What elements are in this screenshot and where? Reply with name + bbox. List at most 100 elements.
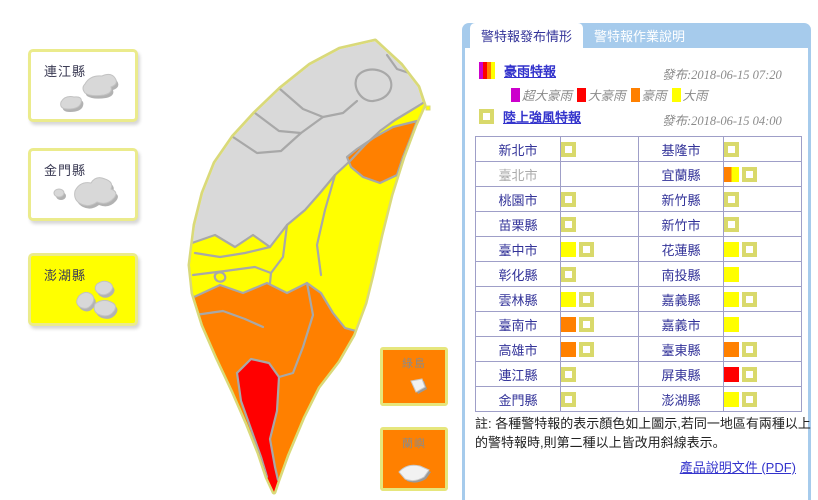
outlying-box-label: 蘭嶼 <box>402 438 426 450</box>
table-row: 臺中市 花蓮縣 <box>475 236 802 262</box>
county-warning-swatches <box>560 361 639 387</box>
wind-warning-swatch <box>561 392 576 408</box>
county-warning-swatches <box>723 286 802 312</box>
table-row: 高雄市 臺東縣 <box>475 336 802 362</box>
county-warning-swatches <box>560 161 639 187</box>
county-name[interactable]: 臺東縣 <box>638 336 724 362</box>
rain-warning-swatch <box>724 317 739 333</box>
rain-warning-icon <box>479 62 495 79</box>
county-warning-swatches <box>723 211 802 237</box>
county-name[interactable]: 雲林縣 <box>475 286 561 312</box>
warning-status-panel: 豪雨特報 發布:2018-06-15 07:20 超大豪雨 大豪雨 豪雨 大雨 陸上強… <box>462 48 811 500</box>
county-warning-swatches <box>723 186 802 212</box>
rain-warning-swatch <box>561 317 576 333</box>
wind-warning-swatch <box>561 192 576 208</box>
rain-warning-swatch <box>561 342 576 358</box>
county-warning-swatches <box>723 311 802 337</box>
offshore-box-label: 澎湖縣 <box>44 268 87 283</box>
county-name[interactable]: 臺中市 <box>475 236 561 262</box>
wind-warning-swatch <box>579 242 594 258</box>
county-name[interactable]: 宜蘭縣 <box>638 161 724 187</box>
wind-warning-icon <box>479 109 494 124</box>
rain-level-label: 豪雨 <box>641 89 667 103</box>
county-name[interactable]: 澎湖縣 <box>638 386 724 412</box>
county-name[interactable]: 嘉義縣 <box>638 286 724 312</box>
table-row: 臺南市 嘉義市 <box>475 311 802 337</box>
county-name[interactable]: 新竹市 <box>638 211 724 237</box>
wind-warning-swatch <box>724 192 739 208</box>
wind-warning-swatch <box>561 267 576 283</box>
offshore-box-label: 連江縣 <box>44 64 87 79</box>
county-name[interactable]: 彰化縣 <box>475 261 561 287</box>
county-warning-swatches <box>560 386 639 412</box>
rain-level-swatch <box>577 87 587 102</box>
county-name[interactable]: 新竹縣 <box>638 186 724 212</box>
tab-warning-status[interactable]: 警特報發布情形 <box>470 23 584 48</box>
county-warning-swatches <box>723 386 802 412</box>
county-name[interactable]: 金門縣 <box>475 386 561 412</box>
rain-level-swatch <box>671 87 681 102</box>
rain-level-swatch <box>511 87 520 102</box>
table-row: 雲林縣 嘉義縣 <box>475 286 802 312</box>
wind-warning-swatch <box>579 292 594 308</box>
rain-warning-swatch <box>724 367 739 383</box>
county-name[interactable]: 花蓮縣 <box>638 236 724 262</box>
county-warning-swatches <box>723 236 802 262</box>
green-island-shape <box>410 378 427 394</box>
rain-level-swatch <box>630 87 640 102</box>
table-row: 連江縣 屏東縣 <box>475 361 802 387</box>
county-borders <box>190 53 424 482</box>
county-name[interactable]: 臺南市 <box>475 311 561 337</box>
county-name[interactable]: 桃園市 <box>475 186 561 212</box>
county-warning-swatches <box>560 286 639 312</box>
county-name[interactable]: 基隆市 <box>638 136 724 162</box>
matsu-islands-shape <box>60 73 119 112</box>
wind-warning-swatch <box>724 142 739 158</box>
table-row: 臺北市 宜蘭縣 <box>475 161 802 187</box>
wind-warning-swatch <box>561 217 576 233</box>
wind-warning-swatch <box>742 242 757 258</box>
offshore-box-jinmen: 金門縣 <box>28 148 138 221</box>
county-name[interactable]: 屏東縣 <box>638 361 724 387</box>
rain-warning-swatch <box>724 292 739 308</box>
wind-warning-swatch <box>561 142 576 158</box>
county-name[interactable]: 高雄市 <box>475 336 561 362</box>
rain-level-label: 大豪雨 <box>588 89 626 103</box>
orchid-island-shape <box>398 464 431 483</box>
offshore-box-label: 金門縣 <box>44 163 87 178</box>
rain-level-label: 超大豪雨 <box>522 89 573 103</box>
county-warning-swatches <box>723 136 802 162</box>
county-name[interactable]: 南投縣 <box>638 261 724 287</box>
county-name[interactable]: 新北市 <box>475 136 561 162</box>
county-name[interactable]: 嘉義市 <box>638 311 724 337</box>
outlying-box-lvdao: 綠島 <box>380 347 448 406</box>
wind-warning-row: 陸上強風特報 <box>479 107 581 126</box>
county-name[interactable]: 苗栗縣 <box>475 211 561 237</box>
rain-warning-swatch <box>724 342 739 358</box>
wind-warning-swatch <box>561 367 576 383</box>
wind-warning-swatch <box>579 342 594 358</box>
rain-warning-issued-time: 發布:2018-06-15 07:20 <box>662 68 782 82</box>
wind-warning-swatch <box>579 317 594 333</box>
table-row: 苗栗縣 新竹市 <box>475 211 802 237</box>
panel-tab-strip: 警特報發布情形 警特報作業說明 <box>462 23 811 48</box>
rain-warning-row: 豪雨特報 <box>479 61 556 80</box>
offshore-box-lianjiang: 連江縣 <box>28 49 138 122</box>
kinmen-islands-shape <box>53 177 118 209</box>
wind-warning-issued-time: 發布:2018-06-15 04:00 <box>662 114 782 128</box>
rain-warning-link[interactable]: 豪雨特報 <box>504 64 557 79</box>
product-doc-pdf-link[interactable]: 產品說明文件 (PDF) <box>679 460 796 475</box>
wind-warning-swatch <box>742 342 757 358</box>
region-north-gray[interactable] <box>192 41 423 247</box>
wind-warning-swatch <box>742 292 757 308</box>
county-warning-swatches <box>560 261 639 287</box>
tab-warning-instructions[interactable]: 警特報作業說明 <box>594 29 686 44</box>
county-warning-swatches <box>560 311 639 337</box>
county-name[interactable]: 連江縣 <box>475 361 561 387</box>
wind-warning-swatch <box>724 217 739 233</box>
taiwan-warning-map[interactable] <box>175 25 467 500</box>
table-row: 彰化縣 南投縣 <box>475 261 802 287</box>
region-pingtung-red[interactable] <box>237 359 279 492</box>
wind-warning-link[interactable]: 陸上強風特報 <box>503 110 582 125</box>
